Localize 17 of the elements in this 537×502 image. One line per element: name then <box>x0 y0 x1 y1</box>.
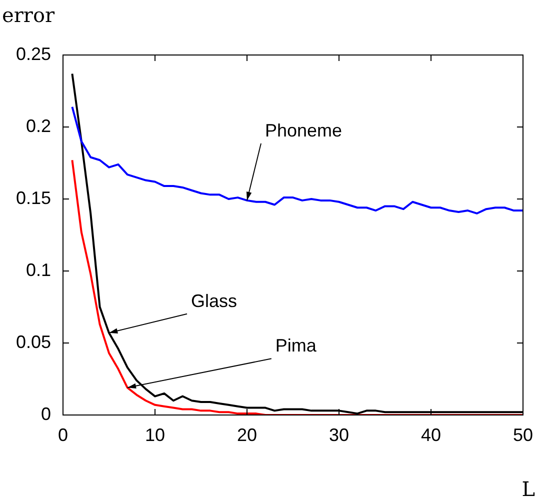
y-tick-label: 0.1 <box>26 260 51 280</box>
y-tick-label: 0 <box>40 404 51 424</box>
y-axis-title: error <box>2 3 55 27</box>
y-tick-label: 0.05 <box>16 332 51 352</box>
x-tick-label: 0 <box>58 424 68 445</box>
x-tick-label: 50 <box>512 424 534 445</box>
y-tick-label: 0.2 <box>26 116 51 136</box>
x-tick-label: 10 <box>144 424 166 445</box>
annotation: Glass <box>191 290 238 311</box>
y-tick-label: 0.15 <box>16 188 51 208</box>
x-tick-label: 30 <box>328 424 350 445</box>
x-tick-label: 40 <box>420 424 442 445</box>
y-tick-label: 0.25 <box>16 44 51 64</box>
x-tick-label: 20 <box>236 424 258 445</box>
x-axis-title: L <box>522 477 535 501</box>
annotation: Phoneme <box>265 120 342 140</box>
annotation: Pima <box>275 336 318 356</box>
